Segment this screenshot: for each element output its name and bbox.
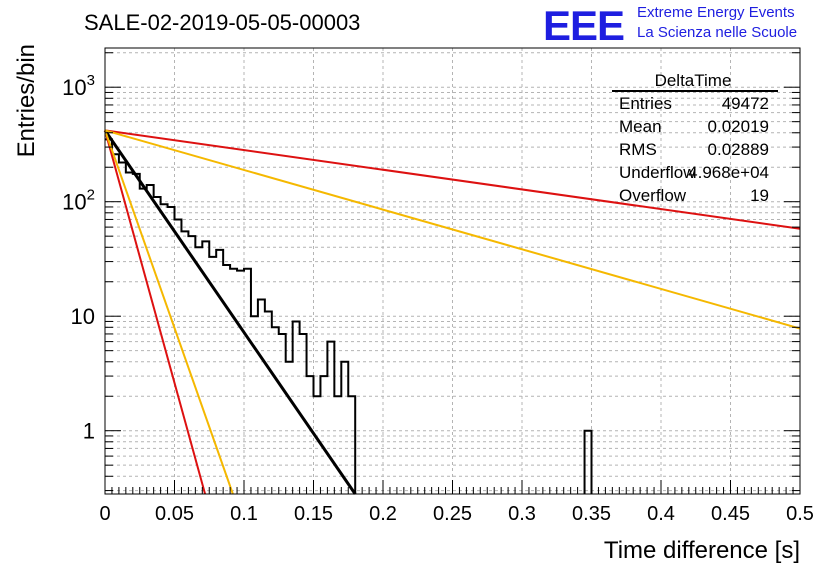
stats-box: DeltaTime Entries 49472 Mean 0.02019 RMS 0.02… bbox=[612, 71, 778, 205]
x-tick-label: 0.15 bbox=[294, 503, 333, 525]
stats-label: Underflow bbox=[619, 163, 696, 182]
x-tick-label: 0.4 bbox=[647, 503, 675, 525]
x-tick-label: 0 bbox=[99, 503, 110, 525]
line-fast-red bbox=[104, 130, 207, 495]
histogram-layer bbox=[105, 138, 593, 494]
y-tick-label: 1 bbox=[83, 419, 95, 444]
run-title: SALE-02-2019-05-05-00003 bbox=[84, 10, 361, 35]
stats-label: Mean bbox=[619, 117, 662, 136]
x-tick-label: 0.1 bbox=[230, 503, 258, 525]
stats-label: Overflow bbox=[619, 186, 687, 205]
stats-label: RMS bbox=[619, 140, 657, 159]
histogram-bin bbox=[583, 429, 593, 494]
line-slow-red bbox=[104, 129, 801, 230]
stats-value: 0.02889 bbox=[708, 140, 769, 159]
x-tick-label: 0.2 bbox=[369, 503, 397, 525]
stats-title: DeltaTime bbox=[655, 71, 732, 90]
y-tick-label: 102 bbox=[62, 187, 95, 215]
y-tick-label: 103 bbox=[62, 72, 95, 100]
eee-logo: EEE bbox=[543, 2, 625, 49]
stats-value: 49472 bbox=[722, 94, 769, 113]
x-tick-label: 0.35 bbox=[572, 503, 611, 525]
stats-label: Entries bbox=[619, 94, 672, 113]
logo-caption-line2: La Scienza nelle Scuole bbox=[637, 24, 798, 41]
x-tick-label: 0.25 bbox=[433, 503, 472, 525]
line-slow-orange bbox=[104, 129, 801, 330]
stats-value: 19 bbox=[750, 186, 769, 205]
histogram-outline bbox=[105, 138, 357, 494]
line-fast-orange bbox=[104, 130, 234, 495]
lines-layer bbox=[103, 129, 801, 495]
x-tick-label: 0.5 bbox=[786, 503, 814, 525]
logo-caption-line1: Extreme Energy Events bbox=[637, 4, 795, 21]
x-tick-label: 0.3 bbox=[508, 503, 536, 525]
stats-value: 4.968e+04 bbox=[688, 163, 769, 182]
axis-layer: 0 0.05 0.1 0.15 0.2 0.25 0.3 0.35 0.4 0.45 0.5 1 10 1… bbox=[62, 52, 814, 525]
stats-value: 0.02019 bbox=[708, 117, 769, 136]
x-tick-label: 0.45 bbox=[711, 503, 750, 525]
line-fit bbox=[103, 129, 357, 495]
x-tick-label: 0.05 bbox=[155, 503, 194, 525]
y-tick-label: 10 bbox=[71, 304, 95, 329]
y-axis-label: Entries/bin bbox=[13, 44, 40, 157]
x-axis-label: Time difference [s] bbox=[604, 537, 800, 564]
